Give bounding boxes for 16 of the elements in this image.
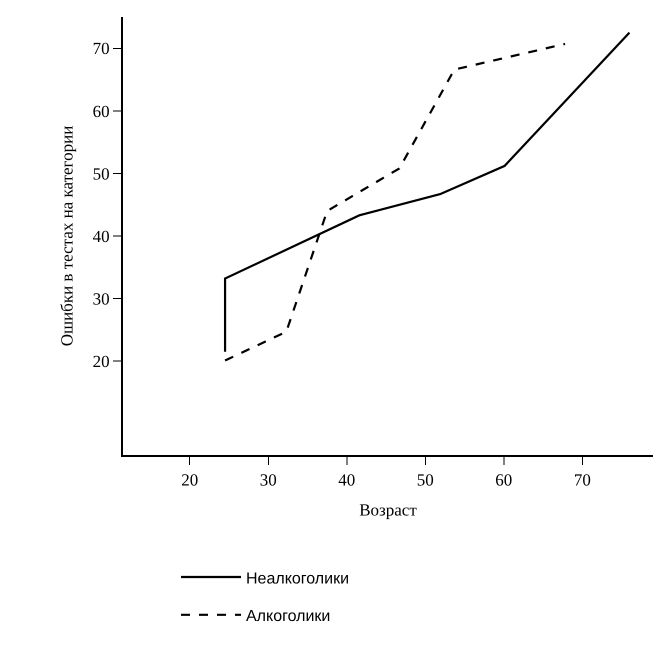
y-tick-label: 60 [92,102,110,121]
y-tick-label: 50 [92,164,110,184]
x-tick-label: 30 [260,470,277,490]
y-axis-title: Ошибки в тестах на категории [58,126,77,346]
legend-label: Неалкоголики [246,570,350,588]
y-tick-label: 40 [92,226,110,246]
x-tick-label: 20 [181,470,198,490]
x-axis-title: Возраст [359,500,418,520]
x-tick-label: 60 [495,470,512,490]
y-tick-label: 70 [92,39,110,58]
x-tick-label: 70 [574,470,591,490]
x-tick-label: 50 [416,470,434,490]
y-tick-label: 30 [92,290,110,309]
legend-label: Алкоголики [246,608,330,626]
y-tick-label: 20 [92,352,110,372]
x-tick-label: 40 [338,470,356,490]
